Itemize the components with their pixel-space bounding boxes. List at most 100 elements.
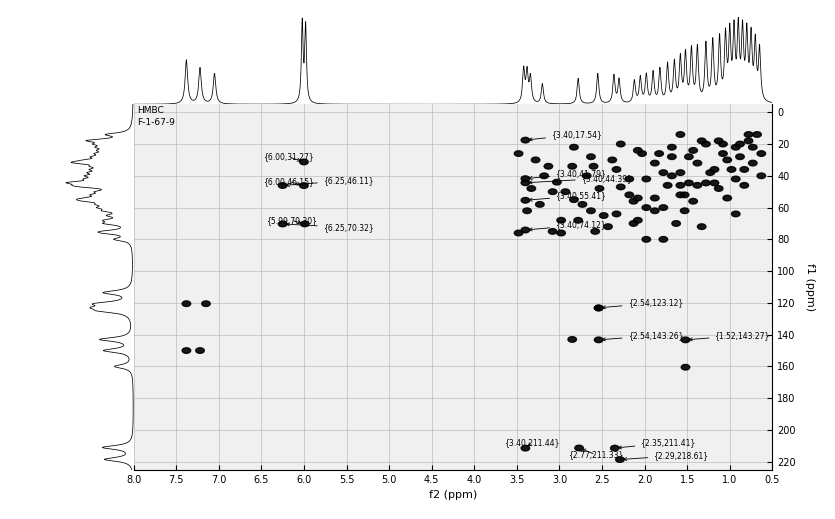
- Ellipse shape: [740, 183, 748, 188]
- Ellipse shape: [668, 154, 676, 159]
- Ellipse shape: [676, 132, 685, 138]
- Text: {2.29,218.61}: {2.29,218.61}: [624, 451, 708, 460]
- Ellipse shape: [600, 213, 608, 218]
- Ellipse shape: [521, 138, 529, 143]
- Ellipse shape: [715, 138, 723, 144]
- Text: {3.40,74.12}: {3.40,74.12}: [529, 221, 606, 231]
- Ellipse shape: [630, 198, 638, 204]
- Ellipse shape: [535, 201, 544, 207]
- Ellipse shape: [521, 176, 529, 182]
- Ellipse shape: [681, 208, 689, 213]
- Text: {3.40,44.39}: {3.40,44.39}: [529, 174, 632, 184]
- Ellipse shape: [595, 186, 604, 192]
- Ellipse shape: [748, 144, 757, 150]
- Ellipse shape: [689, 147, 697, 153]
- Ellipse shape: [612, 211, 620, 217]
- Ellipse shape: [697, 224, 706, 229]
- Ellipse shape: [568, 337, 576, 342]
- Ellipse shape: [668, 144, 676, 150]
- Ellipse shape: [616, 184, 625, 190]
- Text: {3.40,41.79}: {3.40,41.79}: [529, 169, 606, 180]
- Text: {6.00,46.15}: {6.00,46.15}: [263, 177, 314, 186]
- Ellipse shape: [300, 183, 308, 188]
- Ellipse shape: [587, 208, 595, 213]
- Ellipse shape: [731, 211, 740, 217]
- Text: {3.40,17.54}: {3.40,17.54}: [529, 130, 602, 141]
- Ellipse shape: [531, 157, 540, 162]
- Ellipse shape: [610, 445, 619, 451]
- Ellipse shape: [650, 208, 659, 213]
- Ellipse shape: [659, 170, 668, 175]
- X-axis label: f2 (ppm): f2 (ppm): [429, 490, 477, 500]
- Ellipse shape: [612, 167, 620, 172]
- Ellipse shape: [736, 154, 744, 159]
- Ellipse shape: [568, 163, 576, 169]
- Ellipse shape: [630, 221, 638, 226]
- Ellipse shape: [681, 337, 690, 343]
- Text: {2.54,123.12}: {2.54,123.12}: [602, 298, 683, 309]
- Ellipse shape: [723, 157, 731, 162]
- Ellipse shape: [301, 221, 309, 227]
- Y-axis label: f1 (ppm): f1 (ppm): [805, 263, 815, 311]
- Ellipse shape: [659, 205, 668, 210]
- Ellipse shape: [569, 144, 578, 150]
- Ellipse shape: [736, 141, 744, 147]
- Ellipse shape: [557, 217, 565, 223]
- Ellipse shape: [711, 180, 719, 186]
- Ellipse shape: [701, 141, 711, 147]
- Ellipse shape: [595, 305, 603, 311]
- Ellipse shape: [676, 192, 685, 198]
- Ellipse shape: [689, 198, 697, 204]
- Ellipse shape: [521, 227, 529, 233]
- Ellipse shape: [616, 141, 625, 147]
- Ellipse shape: [514, 230, 523, 236]
- Ellipse shape: [634, 147, 642, 153]
- Ellipse shape: [697, 138, 706, 144]
- Text: {2.54,143.26}: {2.54,143.26}: [602, 331, 683, 341]
- Ellipse shape: [549, 229, 557, 234]
- Ellipse shape: [744, 132, 753, 138]
- Ellipse shape: [300, 159, 308, 165]
- Ellipse shape: [757, 173, 766, 179]
- Ellipse shape: [195, 348, 205, 353]
- Ellipse shape: [182, 348, 190, 353]
- Text: {6.25,70.32}: {6.25,70.32}: [286, 223, 373, 232]
- Text: {1.52,143.27}: {1.52,143.27}: [689, 331, 770, 341]
- Ellipse shape: [706, 170, 715, 175]
- Ellipse shape: [672, 221, 681, 226]
- Ellipse shape: [595, 305, 603, 311]
- Ellipse shape: [731, 176, 740, 182]
- Ellipse shape: [634, 217, 642, 223]
- Ellipse shape: [663, 183, 672, 188]
- Ellipse shape: [278, 183, 287, 188]
- Ellipse shape: [527, 186, 535, 192]
- Ellipse shape: [561, 189, 569, 195]
- Ellipse shape: [711, 167, 719, 172]
- Ellipse shape: [591, 229, 600, 234]
- Ellipse shape: [701, 180, 711, 186]
- Ellipse shape: [182, 301, 190, 306]
- Ellipse shape: [744, 138, 753, 144]
- Ellipse shape: [553, 180, 561, 185]
- Ellipse shape: [514, 151, 523, 156]
- Ellipse shape: [574, 217, 583, 223]
- Ellipse shape: [753, 132, 762, 138]
- Ellipse shape: [590, 163, 598, 169]
- Ellipse shape: [615, 457, 625, 462]
- Ellipse shape: [731, 144, 740, 150]
- Ellipse shape: [676, 183, 685, 188]
- Ellipse shape: [650, 160, 659, 166]
- Ellipse shape: [523, 208, 531, 213]
- Ellipse shape: [625, 192, 634, 198]
- Ellipse shape: [681, 364, 690, 370]
- Ellipse shape: [521, 198, 529, 203]
- Ellipse shape: [278, 221, 287, 227]
- Ellipse shape: [693, 183, 701, 188]
- Ellipse shape: [740, 167, 748, 172]
- Ellipse shape: [578, 201, 587, 207]
- Text: {3.40,211.44}: {3.40,211.44}: [504, 438, 559, 447]
- Ellipse shape: [634, 195, 642, 201]
- Ellipse shape: [549, 189, 557, 195]
- Text: {3.40,55.41}: {3.40,55.41}: [529, 191, 606, 201]
- Text: {2.77,211.33}: {2.77,211.33}: [568, 449, 624, 459]
